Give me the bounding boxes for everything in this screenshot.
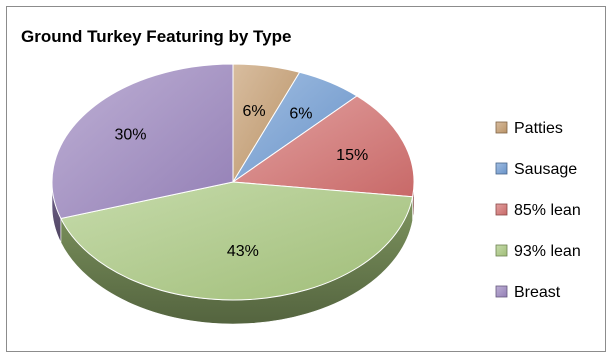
legend-label-93-lean: 93% lean (514, 243, 581, 260)
legend-swatch-93-lean (495, 244, 508, 257)
legend-label-85-lean: 85% lean (514, 202, 581, 219)
legend-swatch-patties (495, 121, 508, 134)
data-label-breast: 30% (114, 126, 146, 143)
data-label-85-lean: 15% (336, 147, 368, 164)
chart-title: Ground Turkey Featuring by Type (21, 27, 292, 46)
legend-label-patties: Patties (514, 120, 563, 137)
data-label-sausage: 6% (289, 105, 312, 122)
pie-slice-breast[interactable] (51, 63, 234, 220)
legend-swatch-85-lean (495, 203, 508, 216)
data-label-93-lean: 43% (227, 243, 259, 260)
legend-label-breast: Breast (514, 284, 561, 301)
data-label-patties: 6% (242, 103, 265, 120)
pie-slice-85-lean[interactable] (231, 95, 415, 198)
legend-label-sausage: Sausage (514, 161, 577, 178)
pie-slice-93-lean[interactable] (60, 181, 414, 301)
legend-swatch-breast (495, 285, 508, 298)
legend-swatch-sausage (495, 162, 508, 175)
